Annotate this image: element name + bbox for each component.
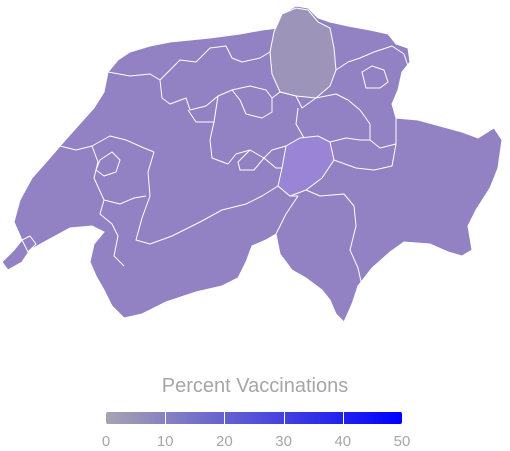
legend-tick-label: 50 — [393, 433, 411, 450]
legend-tick-mark — [283, 412, 285, 424]
country-outline — [1, 5, 503, 323]
choropleth-map — [1, 5, 503, 323]
legend-title: Percent Vaccinations — [161, 375, 349, 397]
legend-color-bar — [106, 412, 402, 424]
legend-tick-mark — [224, 412, 226, 424]
region-central — [277, 135, 335, 197]
legend-tick-label: 10 — [156, 433, 174, 450]
legend-tick-label: 20 — [216, 433, 233, 450]
legend-tick-label: 30 — [275, 433, 292, 450]
legend-tick-mark — [342, 412, 344, 424]
legend-tick-label: 0 — [101, 433, 111, 450]
legend-tick-mark — [165, 412, 167, 424]
legend-tick-label: 40 — [334, 433, 352, 450]
canton-borders — [21, 45, 409, 287]
